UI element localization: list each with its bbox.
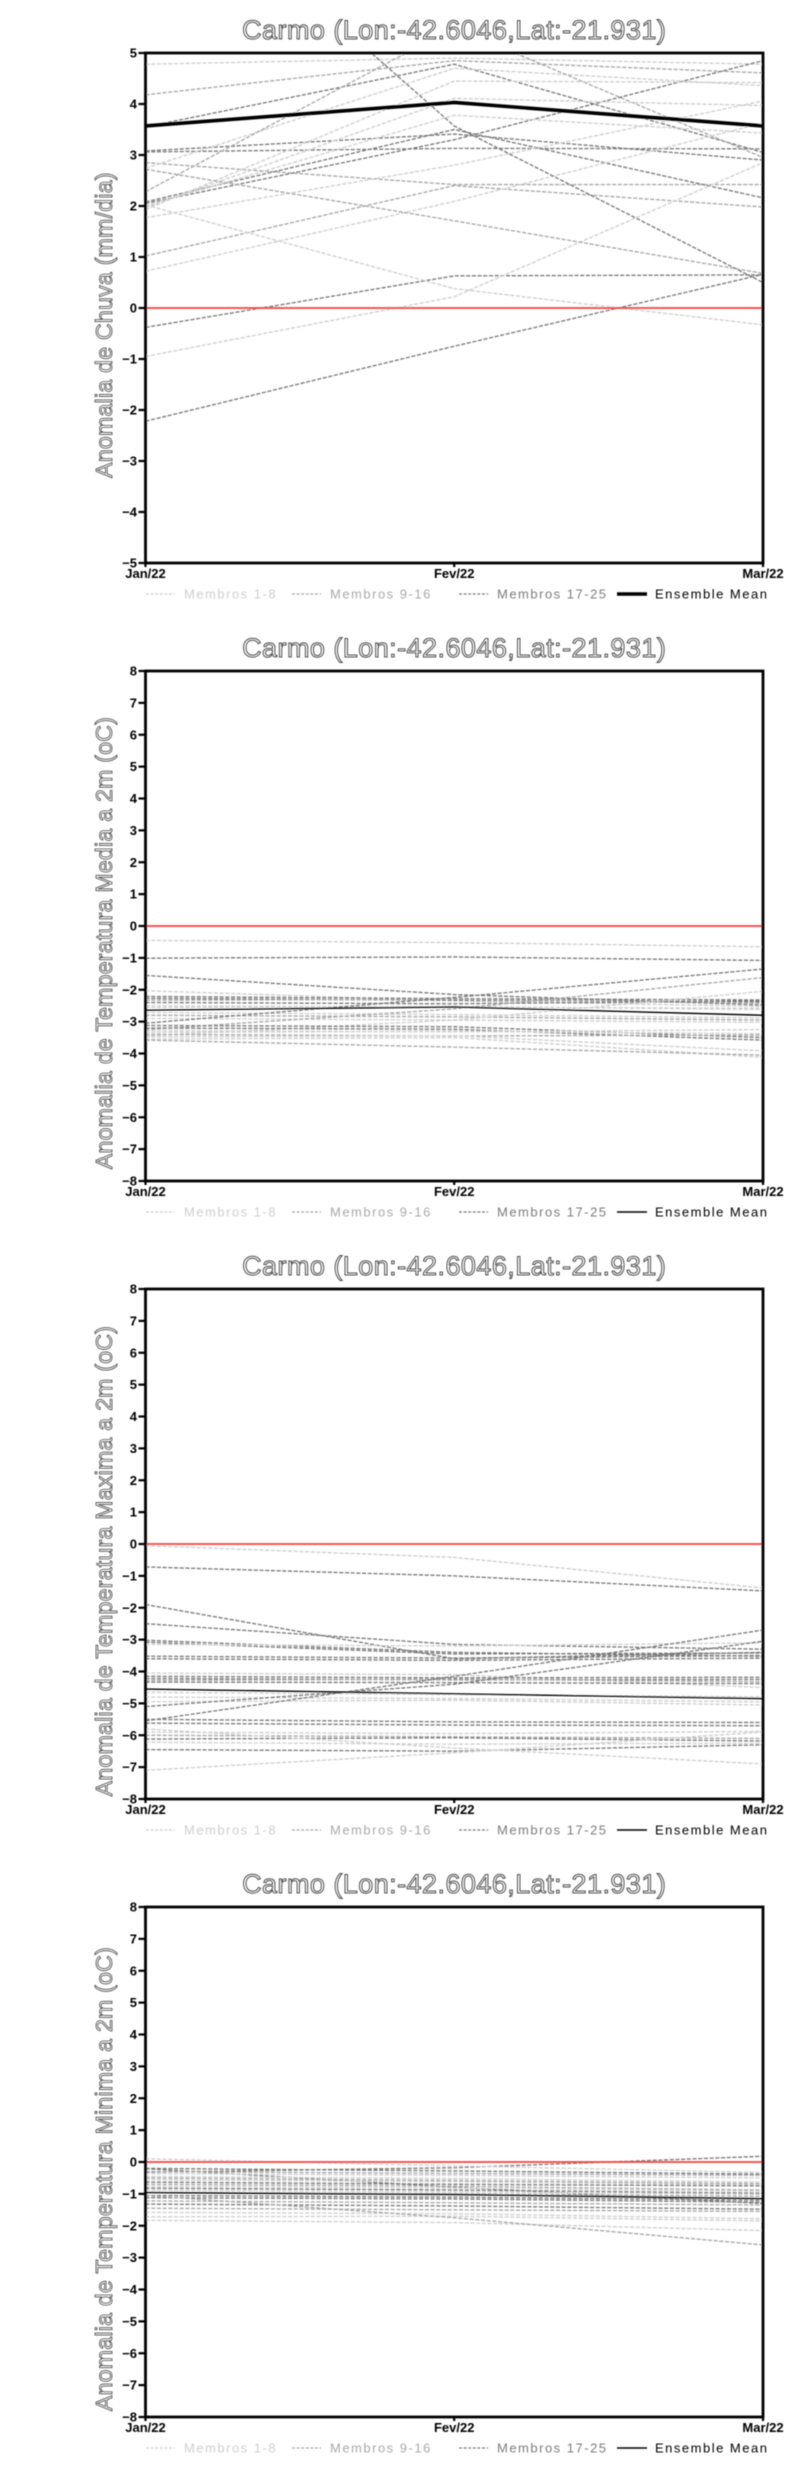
svg-text:−1: −1: [122, 2186, 137, 2201]
svg-text:−6: −6: [122, 1728, 137, 1743]
svg-text:2: 2: [130, 855, 137, 870]
svg-text:4: 4: [130, 2027, 138, 2042]
svg-text:3: 3: [130, 1441, 137, 1456]
svg-text:Fev/22: Fev/22: [434, 566, 474, 581]
svg-text:Jan/22: Jan/22: [125, 1184, 165, 1199]
svg-text:2: 2: [130, 1473, 137, 1488]
svg-text:Jan/22: Jan/22: [125, 1802, 165, 1817]
svg-text:2: 2: [130, 199, 137, 214]
svg-text:4: 4: [130, 1409, 138, 1424]
svg-text:Jan/22: Jan/22: [125, 2420, 165, 2435]
svg-text:−8: −8: [122, 1174, 137, 1189]
svg-text:−6: −6: [122, 1110, 137, 1125]
svg-text:Membros 9-16: Membros 9-16: [330, 2441, 432, 2456]
svg-text:8: 8: [130, 1900, 137, 1915]
svg-text:7: 7: [130, 1931, 137, 1946]
svg-text:0: 0: [130, 1537, 137, 1552]
svg-text:1: 1: [130, 250, 137, 265]
svg-text:−4: −4: [122, 1046, 138, 1061]
svg-text:Jan/22: Jan/22: [125, 566, 165, 581]
svg-text:−3: −3: [122, 454, 137, 469]
svg-text:Fev/22: Fev/22: [434, 1802, 474, 1817]
svg-text:Membros 17-25: Membros 17-25: [497, 1823, 608, 1838]
svg-text:−1: −1: [122, 1568, 137, 1583]
svg-text:7: 7: [130, 695, 137, 710]
svg-text:Membros 9-16: Membros 9-16: [330, 1823, 432, 1838]
svg-text:Mar/22: Mar/22: [742, 2420, 783, 2435]
svg-text:8: 8: [130, 1282, 137, 1297]
svg-text:−7: −7: [122, 2378, 137, 2393]
svg-text:Ensemble Mean: Ensemble Mean: [655, 1823, 768, 1838]
svg-text:Membros 1-8: Membros 1-8: [184, 587, 277, 602]
svg-text:−3: −3: [122, 1014, 137, 1029]
svg-text:−5: −5: [122, 556, 137, 571]
svg-text:6: 6: [130, 1963, 137, 1978]
svg-text:Fev/22: Fev/22: [434, 2420, 474, 2435]
svg-text:−4: −4: [122, 505, 138, 520]
svg-text:7: 7: [130, 1313, 137, 1328]
svg-text:Carmo (Lon:-42.6046,Lat:-21.93: Carmo (Lon:-42.6046,Lat:-21.931): [242, 1869, 666, 1899]
svg-text:3: 3: [130, 148, 137, 163]
svg-text:Ensemble Mean: Ensemble Mean: [655, 2441, 768, 2456]
svg-text:8: 8: [130, 664, 137, 679]
svg-text:5: 5: [130, 759, 137, 774]
svg-text:Membros 17-25: Membros 17-25: [497, 1205, 608, 1220]
svg-text:−2: −2: [122, 1600, 137, 1615]
svg-text:Membros 1-8: Membros 1-8: [184, 1823, 277, 1838]
svg-text:Anomalia de Temperatura Media: Anomalia de Temperatura Media a 2m (oC): [91, 717, 117, 1169]
svg-text:Ensemble Mean: Ensemble Mean: [655, 1205, 768, 1220]
svg-text:Membros 9-16: Membros 9-16: [330, 587, 432, 602]
svg-text:Membros 1-8: Membros 1-8: [184, 1205, 277, 1220]
svg-text:−2: −2: [122, 2218, 137, 2233]
svg-text:0: 0: [130, 2155, 137, 2170]
svg-text:1: 1: [130, 1505, 137, 1520]
svg-text:5: 5: [130, 1377, 137, 1392]
svg-text:−3: −3: [122, 1632, 137, 1647]
svg-text:Membros 9-16: Membros 9-16: [330, 1205, 432, 1220]
svg-text:−2: −2: [122, 403, 137, 418]
svg-text:6: 6: [130, 1345, 137, 1360]
svg-text:−1: −1: [122, 950, 137, 965]
svg-text:0: 0: [130, 301, 137, 316]
svg-text:−4: −4: [122, 1664, 138, 1679]
svg-text:−7: −7: [122, 1760, 137, 1775]
svg-text:Mar/22: Mar/22: [742, 566, 783, 581]
svg-text:5: 5: [130, 1995, 137, 2010]
svg-text:6: 6: [130, 727, 137, 742]
svg-text:1: 1: [130, 887, 137, 902]
svg-text:Membros 17-25: Membros 17-25: [497, 587, 608, 602]
svg-text:4: 4: [130, 791, 138, 806]
svg-text:Mar/22: Mar/22: [742, 1802, 783, 1817]
svg-text:−5: −5: [122, 2314, 137, 2329]
svg-text:Carmo (Lon:-42.6046,Lat:-21.93: Carmo (Lon:-42.6046,Lat:-21.931): [242, 633, 666, 663]
svg-text:Anomalia de Temperatura Maxima: Anomalia de Temperatura Maxima a 2m (oC): [91, 1326, 117, 1796]
svg-text:1: 1: [130, 2123, 137, 2138]
svg-text:Carmo (Lon:-42.6046,Lat:-21.93: Carmo (Lon:-42.6046,Lat:-21.931): [242, 15, 666, 45]
svg-text:Membros 1-8: Membros 1-8: [184, 2441, 277, 2456]
svg-text:−8: −8: [122, 1792, 137, 1807]
svg-text:−5: −5: [122, 1078, 137, 1093]
svg-text:Mar/22: Mar/22: [742, 1184, 783, 1199]
svg-text:−6: −6: [122, 2346, 137, 2361]
svg-text:−7: −7: [122, 1142, 137, 1157]
svg-text:−8: −8: [122, 2410, 137, 2425]
svg-text:Membros 17-25: Membros 17-25: [497, 2441, 608, 2456]
svg-text:−3: −3: [122, 2250, 137, 2265]
svg-text:−2: −2: [122, 982, 137, 997]
svg-text:Anomalia de Temperatura Minima: Anomalia de Temperatura Minima a 2m (oC): [91, 1947, 117, 2411]
svg-text:2: 2: [130, 2091, 137, 2106]
svg-text:Ensemble Mean: Ensemble Mean: [655, 587, 768, 602]
svg-text:0: 0: [130, 919, 137, 934]
svg-text:3: 3: [130, 823, 137, 838]
svg-text:Anomalia de Chuva (mm/dia): Anomalia de Chuva (mm/dia): [91, 172, 117, 478]
svg-text:Carmo (Lon:-42.6046,Lat:-21.93: Carmo (Lon:-42.6046,Lat:-21.931): [242, 1251, 666, 1281]
svg-text:−1: −1: [122, 352, 137, 367]
svg-text:−4: −4: [122, 2282, 138, 2297]
svg-text:3: 3: [130, 2059, 137, 2074]
svg-text:−5: −5: [122, 1696, 137, 1711]
svg-text:4: 4: [130, 97, 138, 112]
svg-text:5: 5: [130, 46, 137, 61]
svg-text:Fev/22: Fev/22: [434, 1184, 474, 1199]
